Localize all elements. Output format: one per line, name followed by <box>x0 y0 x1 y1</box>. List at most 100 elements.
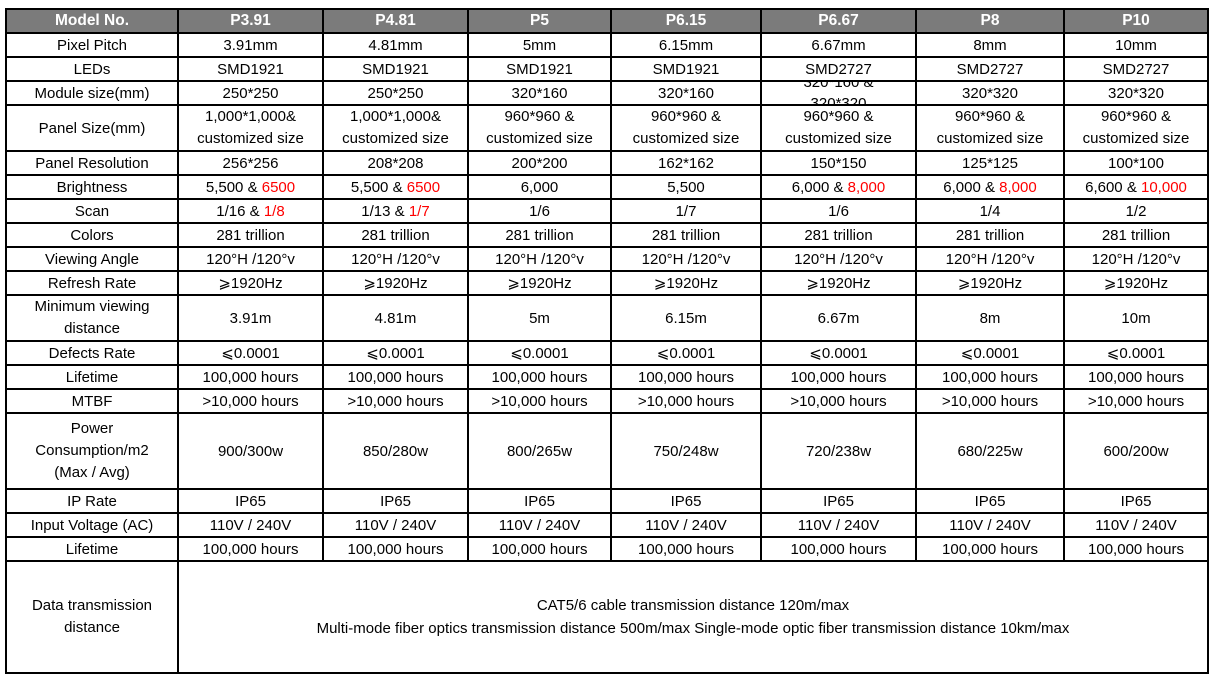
cell: SMD2727 <box>1063 56 1209 82</box>
cell: 960*960 & customized size <box>610 104 762 152</box>
header-col-p10: P10 <box>1063 8 1209 34</box>
cell: 120°H /120°v <box>610 246 762 272</box>
cell: IP65 <box>610 488 762 514</box>
row-label: Input Voltage (AC) <box>5 512 179 538</box>
cell: 960*960 & customized size <box>467 104 612 152</box>
cell: 120°H /120°v <box>322 246 469 272</box>
cell: SMD1921 <box>322 56 469 82</box>
cell: >10,000 hours <box>915 388 1065 414</box>
row-label: Scan <box>5 198 179 224</box>
highlight-red-value: 1/7 <box>408 202 430 220</box>
cell: 1/6 <box>467 198 612 224</box>
cell: 120°H /120°v <box>760 246 917 272</box>
cell: IP65 <box>915 488 1065 514</box>
cell: 1,000*1,000& customized size <box>177 104 324 152</box>
cell: 320*320 <box>1063 80 1209 106</box>
cell: 600/200w <box>1063 412 1209 490</box>
row-label: MTBF <box>5 388 179 414</box>
data-transmission-details: CAT5/6 cable transmission distance 120m/… <box>177 560 1209 674</box>
highlight-red-value: 10,000 <box>1141 178 1187 196</box>
cell: 110V / 240V <box>467 512 612 538</box>
header-col-p5: P5 <box>467 8 612 34</box>
cell: 4.81m <box>322 294 469 342</box>
cell: 100,000 hours <box>322 364 469 390</box>
header-col-p8: P8 <box>915 8 1065 34</box>
cell: 960*960 & customized size <box>915 104 1065 152</box>
cell: 120°H /120°v <box>1063 246 1209 272</box>
cell: 100,000 hours <box>177 364 324 390</box>
header-col-p3-91: P3.91 <box>177 8 324 34</box>
cell: ⩾1920Hz <box>1063 270 1209 296</box>
cell: ⩽0.0001 <box>1063 340 1209 366</box>
cell: >10,000 hours <box>322 388 469 414</box>
cell: ⩽0.0001 <box>760 340 917 366</box>
row-label: Lifetime <box>5 364 179 390</box>
row-label: Panel Size(mm) <box>5 104 179 152</box>
cell: ⩾1920Hz <box>177 270 324 296</box>
led-spec-table: Model No. P3.91 P4.81 P5 P6.15 P6.67 P8 … <box>5 8 1209 674</box>
cell: 8m <box>915 294 1065 342</box>
cell: 100,000 hours <box>610 364 762 390</box>
cell: 10m <box>1063 294 1209 342</box>
cell: 1/7 <box>610 198 762 224</box>
cell: 281 trillion <box>1063 222 1209 248</box>
cell: 281 trillion <box>610 222 762 248</box>
highlight-red-value: 6500 <box>261 178 296 196</box>
cell: 850/280w <box>322 412 469 490</box>
cell: IP65 <box>322 488 469 514</box>
cell: SMD1921 <box>177 56 324 82</box>
cell: 5,500 & 6500 <box>322 174 469 200</box>
row-label: Colors <box>5 222 179 248</box>
cell: 100,000 hours <box>610 536 762 562</box>
cell: 960*960 & customized size <box>760 104 917 152</box>
row-label: Brightness <box>5 174 179 200</box>
row-label: Power Consumption/m2 (Max / Avg) <box>5 412 179 490</box>
row-label: Module size(mm) <box>5 80 179 106</box>
cell: 110V / 240V <box>610 512 762 538</box>
cell: 320*160 & 320*320 <box>760 80 917 106</box>
cell: 200*200 <box>467 150 612 176</box>
cell: ⩽0.0001 <box>177 340 324 366</box>
cell: 6,000 & 8,000 <box>760 174 917 200</box>
cell: >10,000 hours <box>760 388 917 414</box>
table-row: Input Voltage (AC) 110V / 240V 110V / 240V… <box>5 512 1209 538</box>
cell: 5,500 & 6500 <box>177 174 324 200</box>
table-row: Brightness 5,500 & 6500 5,500 & 6500 6,000 5… <box>5 174 1209 200</box>
cell: SMD2727 <box>760 56 917 82</box>
cell: 120°H /120°v <box>177 246 324 272</box>
cell: 320*320 <box>915 80 1065 106</box>
row-label: Panel Resolution <box>5 150 179 176</box>
cell: 800/265w <box>467 412 612 490</box>
cell: 125*125 <box>915 150 1065 176</box>
cell: 110V / 240V <box>1063 512 1209 538</box>
table-row: Lifetime 100,000 hours 100,000 hours 100,00… <box>5 364 1209 390</box>
row-label: Defects Rate <box>5 340 179 366</box>
cell: 100,000 hours <box>467 364 612 390</box>
cell: 900/300w <box>177 412 324 490</box>
cell: 100,000 hours <box>1063 364 1209 390</box>
cell: 100,000 hours <box>760 364 917 390</box>
header-col-p6-67: P6.67 <box>760 8 917 34</box>
cell: 256*256 <box>177 150 324 176</box>
cell: IP65 <box>177 488 324 514</box>
highlight-red-value: 8,000 <box>999 178 1037 196</box>
row-label: Refresh Rate <box>5 270 179 296</box>
row-label: LEDs <box>5 56 179 82</box>
cell: 150*150 <box>760 150 917 176</box>
cell: 1/13 & 1/7 <box>322 198 469 224</box>
cell: 250*250 <box>177 80 324 106</box>
row-label: Minimum viewing distance <box>5 294 179 342</box>
table-row: Module size(mm) 250*250 250*250 320*160 320*… <box>5 80 1209 106</box>
cell: ⩾1920Hz <box>760 270 917 296</box>
cell: 6.67m <box>760 294 917 342</box>
row-label: Data transmission distance <box>5 560 179 674</box>
cell: 320*160 <box>467 80 612 106</box>
cell: 100,000 hours <box>467 536 612 562</box>
table-row: Panel Size(mm) 1,000*1,000& customized siz… <box>5 104 1209 152</box>
cell: >10,000 hours <box>467 388 612 414</box>
cell: 110V / 240V <box>760 512 917 538</box>
cell: 100,000 hours <box>177 536 324 562</box>
cell: 1/2 <box>1063 198 1209 224</box>
cell: 250*250 <box>322 80 469 106</box>
